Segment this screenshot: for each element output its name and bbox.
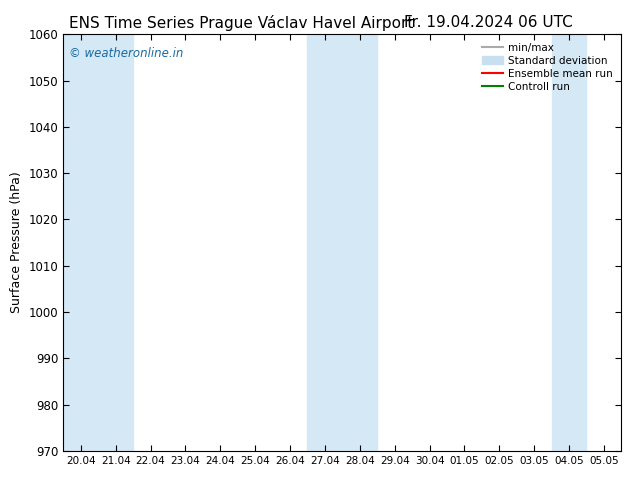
Text: © weatheronline.in: © weatheronline.in [69,47,183,60]
Legend: min/max, Standard deviation, Ensemble mean run, Controll run: min/max, Standard deviation, Ensemble me… [479,40,616,95]
Text: Fr. 19.04.2024 06 UTC: Fr. 19.04.2024 06 UTC [404,15,573,30]
Bar [552,34,586,451]
Bar [307,34,377,451]
Bar [63,34,133,451]
Y-axis label: Surface Pressure (hPa): Surface Pressure (hPa) [10,172,23,314]
Text: ENS Time Series Prague Václav Havel Airport: ENS Time Series Prague Václav Havel Airp… [68,15,413,31]
